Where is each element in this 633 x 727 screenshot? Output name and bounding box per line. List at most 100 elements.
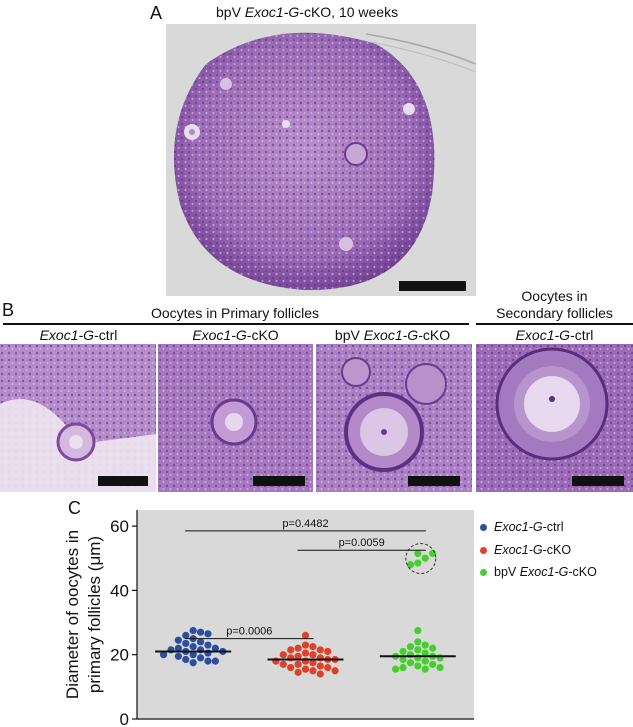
data-point — [182, 655, 190, 664]
panel-a-title-prefix: bpV — [216, 4, 245, 20]
legend-ctrl-suffix: -ctrl — [542, 520, 564, 534]
data-point — [316, 662, 324, 670]
data-point — [189, 626, 197, 635]
data-point — [324, 647, 332, 656]
panel-a-letter: A — [150, 3, 163, 23]
legend-cko-gene: Exoc1-G — [494, 543, 543, 557]
micrograph-ctrl-primary-image — [0, 344, 156, 492]
legend-cko-suffix: -cKO — [542, 543, 572, 557]
legend-dot-bpv — [480, 569, 487, 576]
image-label-1-suffix: -ctrl — [94, 327, 118, 343]
data-point — [309, 667, 317, 675]
data-point — [421, 657, 429, 665]
legend-dot-ctrl — [480, 524, 487, 531]
scale-bar — [408, 476, 460, 486]
data-point — [324, 663, 332, 672]
scale-bar — [399, 281, 466, 291]
data-point — [421, 649, 429, 657]
data-point — [414, 559, 422, 567]
data-point — [287, 646, 295, 654]
image-label-2-suffix: -cKO — [246, 327, 279, 343]
data-point — [287, 663, 295, 672]
data-point — [189, 643, 197, 651]
data-point — [406, 643, 415, 651]
scale-bar — [572, 476, 624, 486]
data-point — [196, 654, 205, 662]
primary-follicles-heading: Oocytes in Primary follicles — [150, 305, 320, 321]
micrograph-bpv-primary-image — [316, 344, 472, 492]
ovary-section-image — [166, 24, 476, 296]
micrograph-bpv-primary — [316, 344, 472, 492]
data-point — [279, 660, 287, 668]
image-label-4-suffix: -ctrl — [570, 327, 594, 343]
legend-bpv-prefix: bpV — [494, 565, 520, 579]
legend-label-ctrl: Exoc1-G-ctrl — [494, 520, 563, 534]
legend-label-cko: Exoc1-G-cKO — [494, 543, 571, 557]
data-point — [204, 641, 212, 649]
data-point — [316, 670, 324, 678]
y-tick-label: 20 — [110, 646, 129, 665]
p-value-label: p=0.0059 — [339, 537, 385, 549]
data-point — [392, 665, 400, 673]
plot-background — [137, 510, 474, 719]
data-point — [414, 638, 422, 646]
data-point — [421, 641, 429, 649]
image-label-4-gene: Exoc1-G — [515, 327, 571, 343]
y-axis-label-line2: primary follicles (μm) — [85, 536, 104, 693]
secondary-follicles-heading-line1: Oocytes in — [521, 288, 588, 304]
data-point — [316, 646, 324, 654]
data-point — [399, 647, 407, 656]
image-label-1-gene: Exoc1-G — [39, 327, 95, 343]
data-point — [421, 554, 429, 562]
data-point — [421, 665, 429, 673]
data-point — [301, 649, 310, 657]
data-point — [301, 665, 310, 673]
data-point — [159, 651, 168, 659]
image-label-4: Exoc1-G-ctrl — [476, 327, 633, 343]
image-label-3-gene: Exoc1-G — [363, 327, 419, 343]
panel-a-title: bpV Exoc1-G-cKO, 10 weeks — [216, 4, 398, 20]
data-point — [204, 657, 212, 665]
panel-a-title-gene: Exoc1-G — [244, 4, 300, 20]
data-point — [279, 651, 287, 659]
data-point — [301, 641, 310, 649]
y-tick-label: 60 — [110, 517, 129, 536]
panel-b-letter: B — [2, 300, 15, 320]
data-point — [436, 663, 444, 672]
legend-bpv-gene: Exoc1-G — [519, 565, 569, 579]
image-label-3-suffix: -cKO — [418, 327, 451, 343]
primary-heading-rule — [3, 323, 469, 325]
scale-bar — [98, 476, 148, 486]
data-point — [309, 643, 317, 651]
data-point — [429, 644, 437, 652]
legend-bpv-suffix: -cKO — [568, 565, 597, 579]
image-label-2-gene: Exoc1-G — [192, 327, 247, 343]
ovary-micrograph — [166, 24, 476, 296]
data-point — [174, 636, 182, 644]
panel-c-letter: C — [68, 498, 81, 518]
data-point — [429, 660, 437, 668]
data-point — [174, 644, 182, 652]
data-point — [414, 549, 422, 558]
data-point — [189, 651, 197, 659]
secondary-follicles-heading-line2: Secondary follicles — [496, 305, 613, 321]
data-point — [211, 644, 219, 652]
data-point — [399, 663, 407, 672]
image-label-3: bpV Exoc1-G-cKO — [314, 327, 471, 343]
data-point — [399, 655, 407, 664]
micrograph-ctrl-secondary-image — [476, 344, 633, 492]
data-point — [301, 631, 310, 639]
data-point — [414, 646, 422, 654]
legend-dot-cko — [480, 547, 487, 554]
data-point — [309, 651, 317, 659]
data-point — [196, 628, 205, 636]
image-label-2: Exoc1-G-cKO — [157, 327, 314, 343]
data-point — [294, 652, 302, 660]
data-point — [414, 626, 422, 635]
y-tick-label: 0 — [120, 710, 129, 727]
panel-a-title-suffix: -cKO, 10 weeks — [299, 4, 399, 20]
scale-bar — [253, 476, 305, 486]
data-point — [414, 662, 422, 670]
data-point — [204, 630, 212, 638]
data-point — [331, 667, 339, 675]
